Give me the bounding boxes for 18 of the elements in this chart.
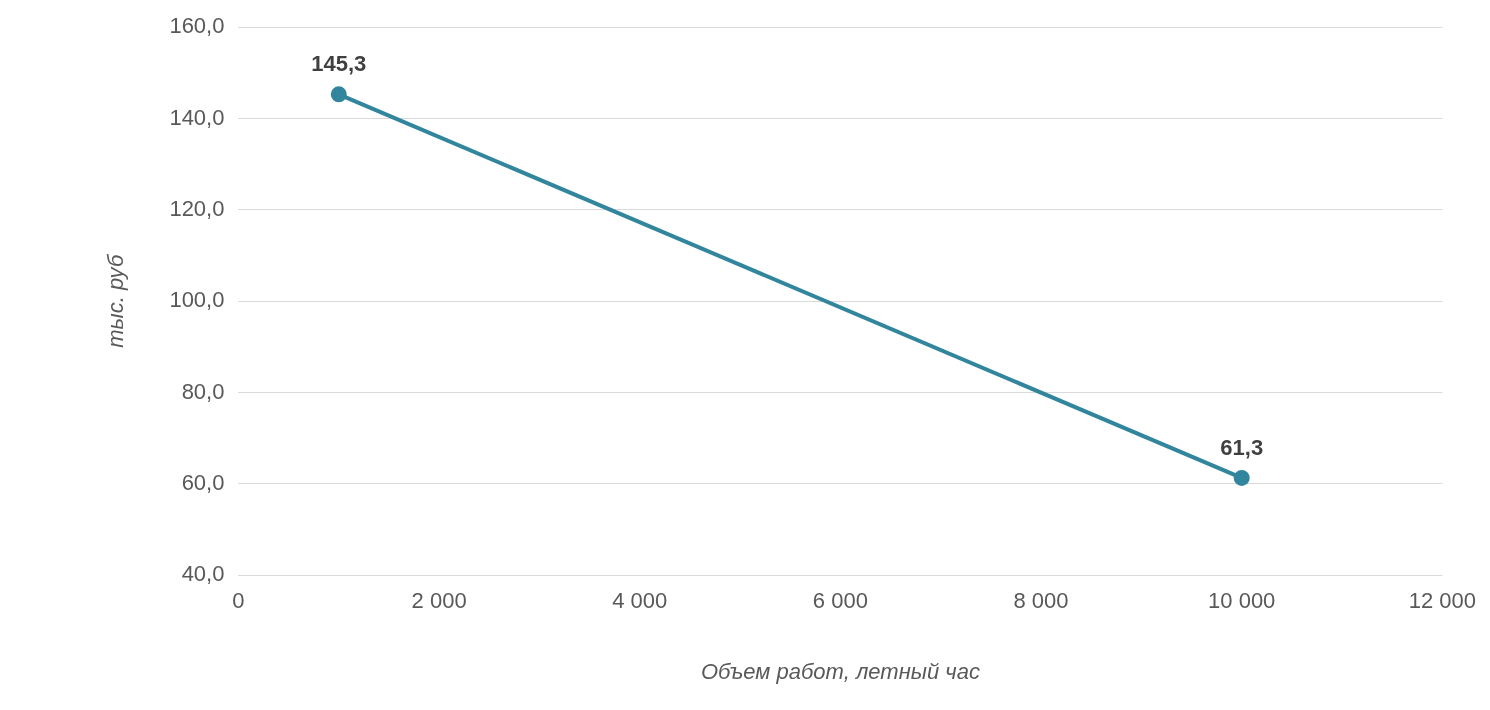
y-tick-label: 100,0	[169, 287, 225, 313]
x-tick-label: 6 000	[812, 588, 868, 614]
x-tick-label: 0	[232, 588, 245, 614]
x-tick-label: 2 000	[411, 588, 467, 614]
y-tick-label: 80,0	[181, 378, 225, 404]
x-tick-label: 4 000	[612, 588, 668, 614]
y-tick-label: 60,0	[181, 469, 225, 495]
data-label: 61,3	[1220, 434, 1264, 460]
y-tick-label: 120,0	[169, 195, 225, 221]
data-label: 145,3	[311, 51, 367, 77]
y-tick-label: 40,0	[181, 561, 225, 587]
y-tick-label: 140,0	[169, 104, 225, 130]
y-axis-title: тыс. руб	[103, 253, 129, 348]
x-tick-label: 10 000	[1208, 588, 1276, 614]
y-tick-label: 160,0	[169, 13, 225, 39]
x-tick-label: 8 000	[1013, 588, 1069, 614]
x-tick-label: 12 000	[1408, 588, 1476, 614]
x-axis-title: Объем работ, летный час	[700, 658, 980, 684]
